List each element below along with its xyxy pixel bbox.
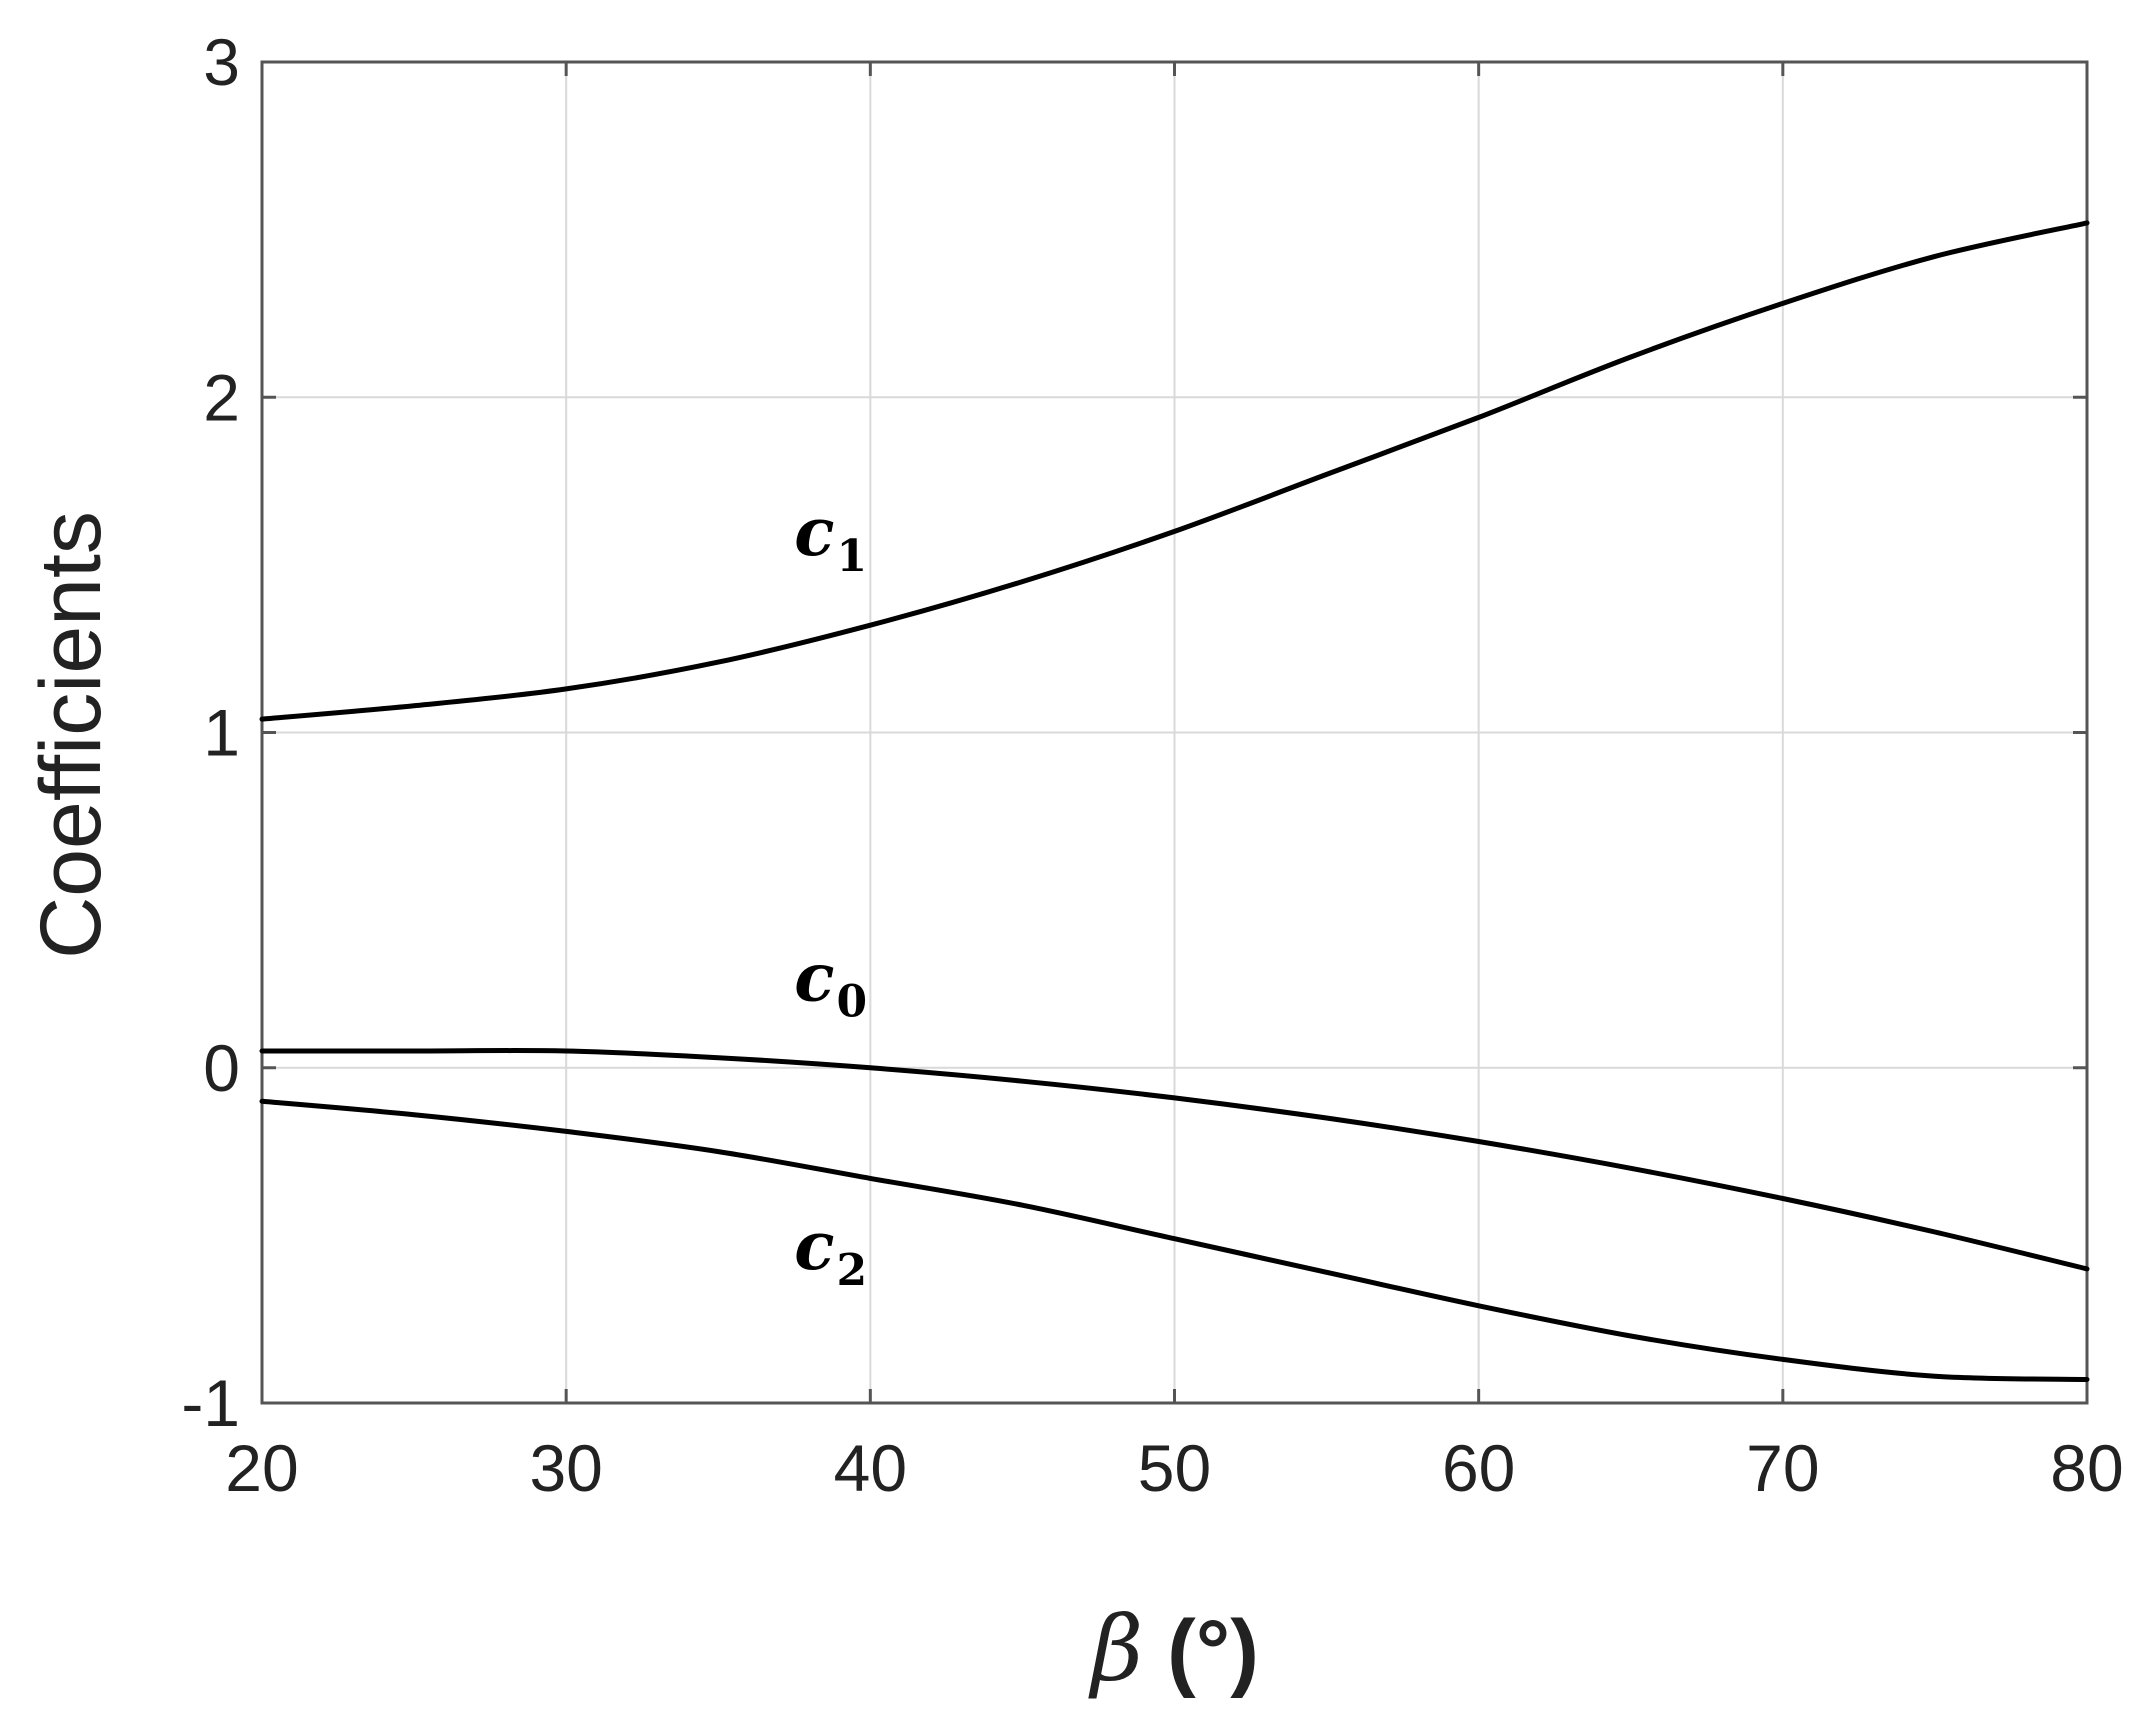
x-tick-label: 30: [529, 1431, 602, 1505]
y-tick-label: 1: [203, 696, 240, 770]
series-label-c2: c2: [794, 1207, 867, 1296]
x-tick-label: 60: [1442, 1431, 1515, 1505]
series-label-subscript: 1: [836, 531, 867, 582]
x-axis-label-symbol: β: [1088, 1597, 1143, 1702]
y-axis-label: Coefficients: [23, 511, 119, 959]
y-tick-label: -1: [181, 1366, 240, 1440]
y-tick-label: 0: [203, 1031, 240, 1105]
x-tick-label: 40: [834, 1431, 907, 1505]
x-axis-label-unit: (°): [1167, 1603, 1259, 1699]
series-label-symbol: c: [794, 1207, 834, 1285]
y-axis: -1 0 1 2 3: [181, 25, 2087, 1440]
series-lines: [259, 220, 2090, 1382]
x-tick-label: 50: [1138, 1431, 1211, 1505]
x-axis-label: β (°): [1088, 1597, 1259, 1702]
x-axis: 20 30 40 50 60 70 80: [225, 62, 2124, 1505]
grid-lines: [261, 61, 2088, 1404]
series-line-c2: [259, 1098, 2090, 1382]
series-label-symbol: c: [794, 493, 834, 571]
x-tick-label: 20: [225, 1431, 298, 1505]
series-line-c0: [259, 1048, 2090, 1272]
x-tick-label: 80: [2050, 1431, 2123, 1505]
series-label-symbol: c: [794, 939, 834, 1017]
series-label-subscript: 2: [836, 1245, 867, 1296]
y-tick-label: 2: [203, 360, 240, 434]
x-tick-label: 70: [1746, 1431, 1819, 1505]
series-label-c1: c1: [794, 493, 867, 582]
series-line-c1: [259, 220, 2090, 722]
series-label-c0: c0: [794, 939, 867, 1028]
y-tick-label: 3: [203, 25, 240, 99]
series-label-subscript: 0: [836, 977, 867, 1028]
